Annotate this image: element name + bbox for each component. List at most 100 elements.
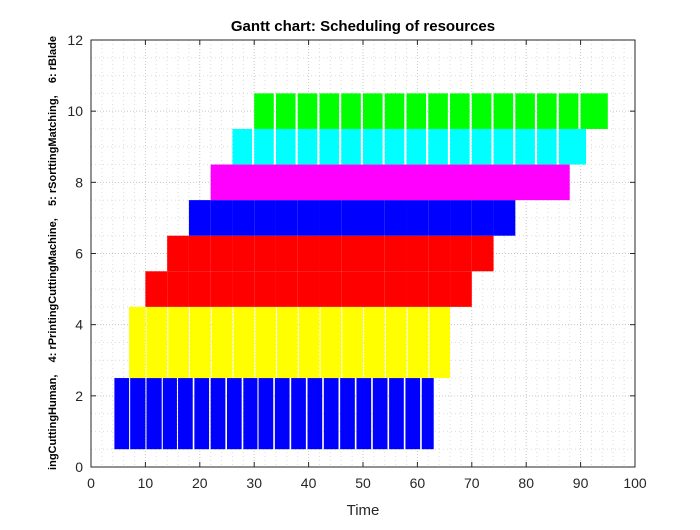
gantt-task-bar bbox=[428, 271, 451, 307]
gantt-task-bar bbox=[254, 271, 276, 307]
gantt-task-bar bbox=[319, 271, 342, 307]
gantt-task-bar bbox=[319, 93, 340, 129]
gantt-task-bar bbox=[319, 200, 342, 236]
gantt-task-bar bbox=[210, 378, 226, 450]
x-tick-label: 0 bbox=[87, 475, 95, 491]
y-tick-label: 4 bbox=[75, 317, 83, 333]
gantt-task-bar bbox=[254, 93, 274, 129]
gantt-task-bar bbox=[450, 128, 470, 165]
x-axis-title: Time bbox=[347, 502, 380, 519]
gantt-task-bar bbox=[363, 93, 383, 129]
gantt-task-bar bbox=[406, 271, 429, 307]
gantt-task-bar bbox=[319, 128, 340, 165]
gantt-task-bar bbox=[298, 306, 320, 379]
gantt-task-bar bbox=[275, 200, 298, 236]
gantt-task-bar bbox=[407, 306, 429, 379]
gantt-task-bar bbox=[319, 235, 342, 272]
gantt-task-bar bbox=[384, 235, 407, 272]
gantt-task-bar bbox=[168, 306, 189, 379]
gantt-task-bar bbox=[384, 271, 407, 307]
gantt-task-bar bbox=[210, 271, 233, 307]
gantt-task-bar bbox=[384, 93, 405, 129]
gantt-task-bar bbox=[254, 128, 274, 165]
gantt-task-bar bbox=[471, 128, 492, 165]
gantt-task-bar bbox=[210, 235, 233, 272]
x-tick-label: 60 bbox=[410, 475, 426, 491]
gantt-task-bar bbox=[471, 200, 494, 236]
gantt-task-bar bbox=[372, 378, 388, 450]
gantt-task-bar bbox=[255, 306, 276, 379]
gantt-task-bar bbox=[232, 200, 255, 236]
gantt-task-bar bbox=[323, 378, 339, 450]
gantt-task-bar bbox=[364, 306, 385, 379]
gantt-task-bar bbox=[167, 271, 189, 307]
gantt-task-bar bbox=[558, 128, 587, 165]
x-tick-label: 70 bbox=[464, 475, 480, 491]
gantt-task-bar bbox=[493, 200, 516, 236]
gantt-task-bar bbox=[450, 235, 472, 272]
x-tick-label: 90 bbox=[573, 475, 589, 491]
gantt-task-bar bbox=[277, 306, 298, 379]
gantt-task-bar bbox=[450, 200, 472, 236]
gantt-task-bar bbox=[254, 235, 276, 272]
x-tick-label: 80 bbox=[518, 475, 534, 491]
gantt-task-bar bbox=[341, 235, 363, 272]
gantt-bars bbox=[114, 93, 608, 450]
gantt-task-bar bbox=[356, 378, 372, 450]
gantt-task-bar bbox=[162, 378, 177, 450]
gantt-task-bar bbox=[307, 378, 323, 450]
gantt-task-bar bbox=[129, 306, 146, 379]
gantt-task-bar bbox=[227, 378, 242, 450]
x-tick-label: 50 bbox=[355, 475, 371, 491]
gantt-task-bar bbox=[146, 378, 162, 450]
gantt-task-bar bbox=[384, 200, 407, 236]
gantt-task-bar bbox=[178, 378, 193, 450]
gantt-task-bar bbox=[258, 378, 274, 450]
gantt-task-bar bbox=[471, 235, 494, 272]
y-axis-title: ingCuttingHuman, 4: rPrintingCuttingMach… bbox=[47, 36, 59, 470]
gantt-task-bar bbox=[146, 306, 168, 379]
gantt-task-bar bbox=[210, 164, 570, 201]
gantt-task-bar bbox=[188, 235, 211, 272]
gantt-task-bar bbox=[384, 128, 405, 165]
gantt-task-bar bbox=[341, 200, 363, 236]
gantt-task-bar bbox=[537, 128, 557, 165]
gantt-task-bar bbox=[363, 235, 385, 272]
gantt-task-bar bbox=[406, 93, 427, 129]
gantt-task-bar bbox=[275, 128, 296, 165]
gantt-task-bar bbox=[389, 378, 404, 450]
gantt-task-bar bbox=[297, 200, 320, 236]
y-tick-label: 0 bbox=[75, 459, 83, 475]
gantt-task-bar bbox=[145, 271, 168, 307]
y-tick-label: 8 bbox=[75, 174, 83, 190]
x-tick-label: 40 bbox=[301, 475, 317, 491]
gantt-task-bar bbox=[342, 306, 363, 379]
gantt-task-bar bbox=[363, 200, 385, 236]
gantt-task-bar bbox=[297, 271, 320, 307]
gantt-task-bar bbox=[428, 200, 451, 236]
gantt-task-bar bbox=[320, 306, 342, 379]
gantt-task-bar bbox=[405, 378, 421, 450]
gantt-task-bar bbox=[493, 128, 514, 165]
gantt-task-bar bbox=[210, 200, 233, 236]
gantt-task-bar bbox=[341, 128, 361, 165]
gantt-task-bar bbox=[341, 271, 363, 307]
gantt-task-bar bbox=[243, 378, 258, 450]
y-tick-label: 2 bbox=[75, 388, 83, 404]
y-tick-label: 12 bbox=[67, 32, 83, 48]
gantt-task-bar bbox=[297, 235, 320, 272]
x-tick-label: 100 bbox=[623, 475, 647, 491]
gantt-task-bar bbox=[194, 378, 210, 450]
gantt-task-bar bbox=[167, 235, 189, 272]
gantt-task-bar bbox=[130, 378, 146, 450]
gantt-task-bar bbox=[406, 200, 429, 236]
y-tick-label: 6 bbox=[75, 246, 83, 262]
x-tick-label: 30 bbox=[246, 475, 262, 491]
gantt-task-bar bbox=[275, 271, 298, 307]
gantt-task-bar bbox=[275, 93, 296, 129]
chart-title: Gantt chart: Scheduling of resources bbox=[231, 18, 495, 35]
gantt-task-bar bbox=[363, 271, 385, 307]
gantt-task-bar bbox=[188, 200, 211, 236]
gantt-task-bar bbox=[291, 378, 306, 450]
